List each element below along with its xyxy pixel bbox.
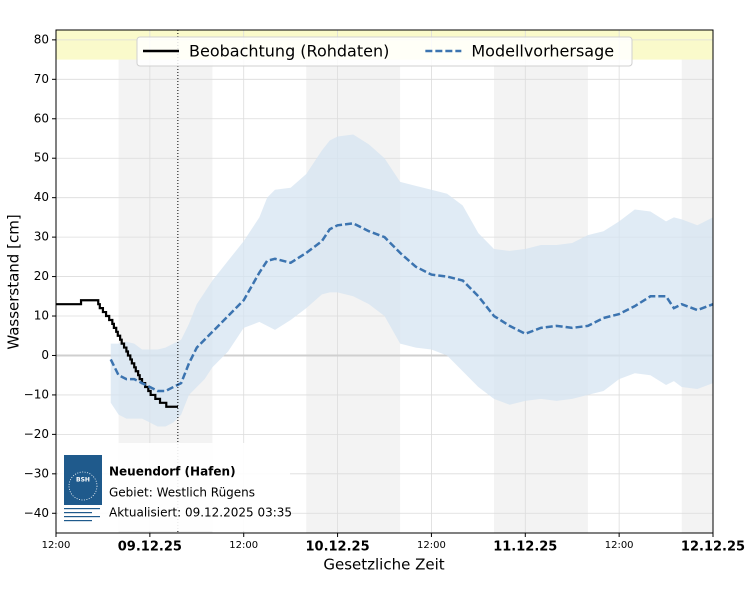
- logo-caption-line: [64, 520, 92, 522]
- y-tick-label: 30: [34, 230, 49, 244]
- plot-frame: [55, 29, 714, 534]
- y-tick-label: 80: [34, 32, 49, 46]
- x-tick-label: 10.12.25: [305, 540, 369, 555]
- logo: [64, 455, 102, 505]
- logo-ring: [68, 471, 98, 501]
- x-tick-label: 12:00: [42, 540, 71, 551]
- y-tick-label: 20: [34, 269, 49, 283]
- x-tick-label: 11.12.25: [493, 540, 557, 555]
- y-tick-label: −10: [24, 387, 49, 401]
- y-tick-label: 10: [34, 309, 49, 323]
- y-tick-label: 0: [41, 348, 49, 362]
- logo-caption-line: [64, 516, 100, 518]
- info-updated: Aktualisiert: 09.12.2025 03:35: [109, 506, 292, 520]
- x-tick-label: 09.12.25: [118, 540, 182, 555]
- y-tick-label: 40: [34, 190, 49, 204]
- info-station: Neuendorf (Hafen): [109, 465, 236, 479]
- y-tick-label: −30: [24, 466, 49, 480]
- logo-caption-line: [64, 512, 92, 514]
- y-tick-label: 70: [34, 72, 49, 86]
- y-tick-label: −40: [24, 506, 49, 520]
- series-line: [56, 299, 179, 408]
- y-tick-label: 60: [34, 111, 49, 125]
- y-tick-label: −20: [24, 427, 49, 441]
- x-tick-label: 12:00: [417, 540, 446, 551]
- x-axis-label: Gesetzliche Zeit: [323, 556, 444, 574]
- x-tick-label: 12:00: [229, 540, 258, 551]
- x-tick-label: 12.12.25: [681, 540, 745, 555]
- legend-box: [136, 36, 633, 67]
- x-tick-label: 12:00: [605, 540, 634, 551]
- logo-text: BSH: [76, 477, 90, 484]
- info-region: Gebiet: Westlich Rügens: [109, 486, 255, 500]
- legend-label: Beobachtung (Rohdaten): [189, 42, 389, 61]
- legend-label: Modellvorhersage: [471, 42, 614, 61]
- forecast-band: [110, 134, 713, 427]
- y-axis-label: Wasserstand [cm]: [5, 214, 23, 349]
- logo-caption-line: [64, 508, 100, 510]
- y-tick-label: 50: [34, 151, 49, 165]
